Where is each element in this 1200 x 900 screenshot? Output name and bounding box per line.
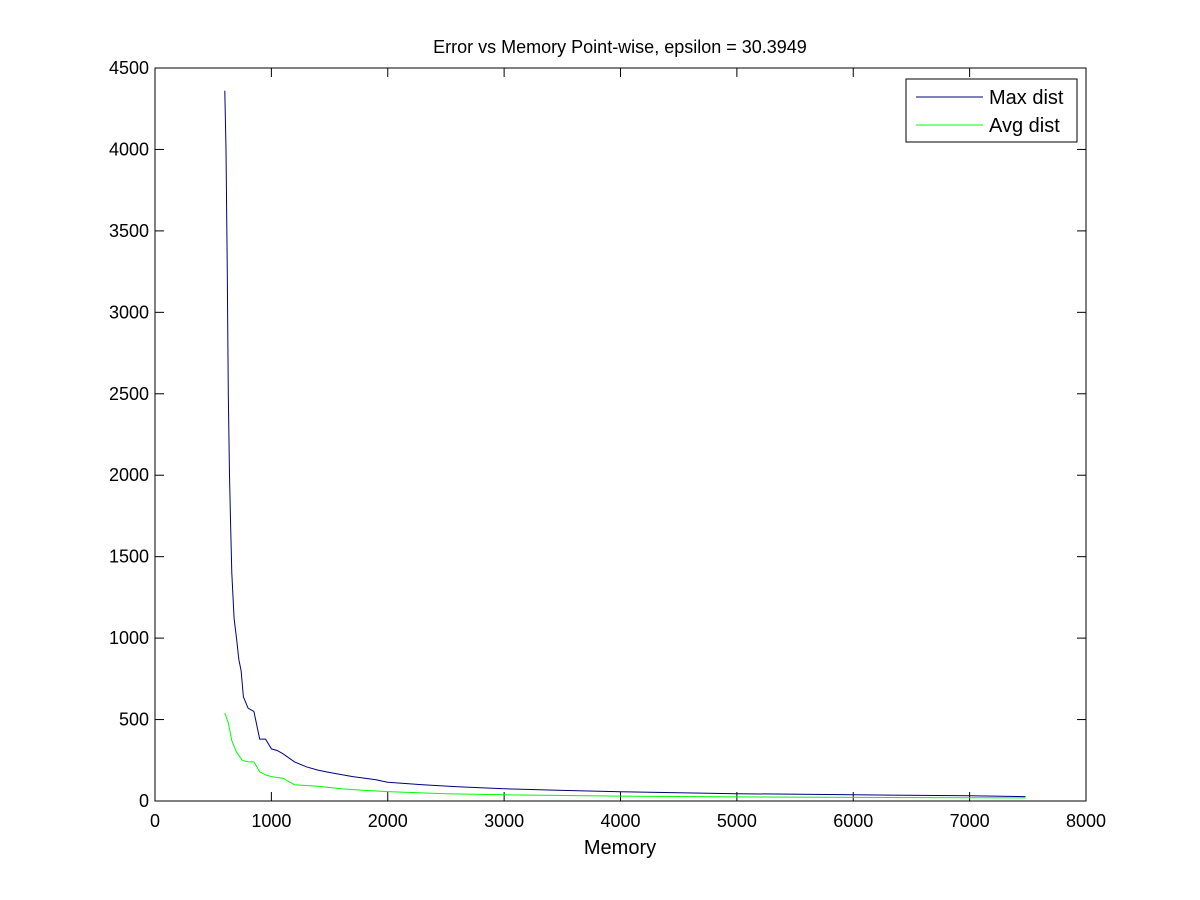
legend: Max dist Avg dist — [905, 78, 1078, 143]
x-tick-label: 2000 — [368, 811, 408, 831]
x-tick-label: 7000 — [950, 811, 990, 831]
legend-box — [905, 78, 1078, 143]
y-tick-label: 1000 — [109, 628, 149, 648]
x-tick-label: 1000 — [251, 811, 291, 831]
legend-label-avg-dist: Avg dist — [989, 115, 1060, 137]
y-tick-label: 4000 — [109, 139, 149, 159]
y-tick-label: 500 — [119, 710, 149, 730]
y-tick-label: 4500 — [109, 58, 149, 78]
x-tick-label: 0 — [150, 811, 160, 831]
x-tick-label: 5000 — [717, 811, 757, 831]
series-line-avg-dist — [224, 712, 1026, 799]
y-tick-label: 2000 — [109, 465, 149, 485]
y-axis-ticks: 0 500 1000 1500 2000 2500 3000 3500 4000 4500 — [109, 58, 1086, 811]
y-tick-label: 3500 — [109, 221, 149, 241]
x-axis-label: Memory — [584, 837, 656, 859]
series-line-max-dist — [224, 90, 1026, 798]
y-tick-label: 0 — [139, 791, 149, 811]
y-tick-label: 3000 — [109, 302, 149, 322]
y-tick-label: 1500 — [109, 547, 149, 567]
y-tick-label: 2500 — [109, 384, 149, 404]
chart-title: Error vs Memory Point-wise, epsilon = 30… — [433, 37, 807, 57]
x-tick-label: 8000 — [1066, 811, 1106, 831]
x-tick-label: 3000 — [484, 811, 524, 831]
x-axis-ticks: 0 1000 2000 3000 4000 5000 6000 7000 8000 — [150, 68, 1106, 831]
plot-frame — [154, 67, 1087, 802]
x-tick-label: 4000 — [600, 811, 640, 831]
legend-label-max-dist: Max dist — [989, 87, 1064, 109]
plot-area — [155, 68, 1086, 801]
x-tick-label: 6000 — [833, 811, 873, 831]
series-lines — [224, 90, 1026, 799]
